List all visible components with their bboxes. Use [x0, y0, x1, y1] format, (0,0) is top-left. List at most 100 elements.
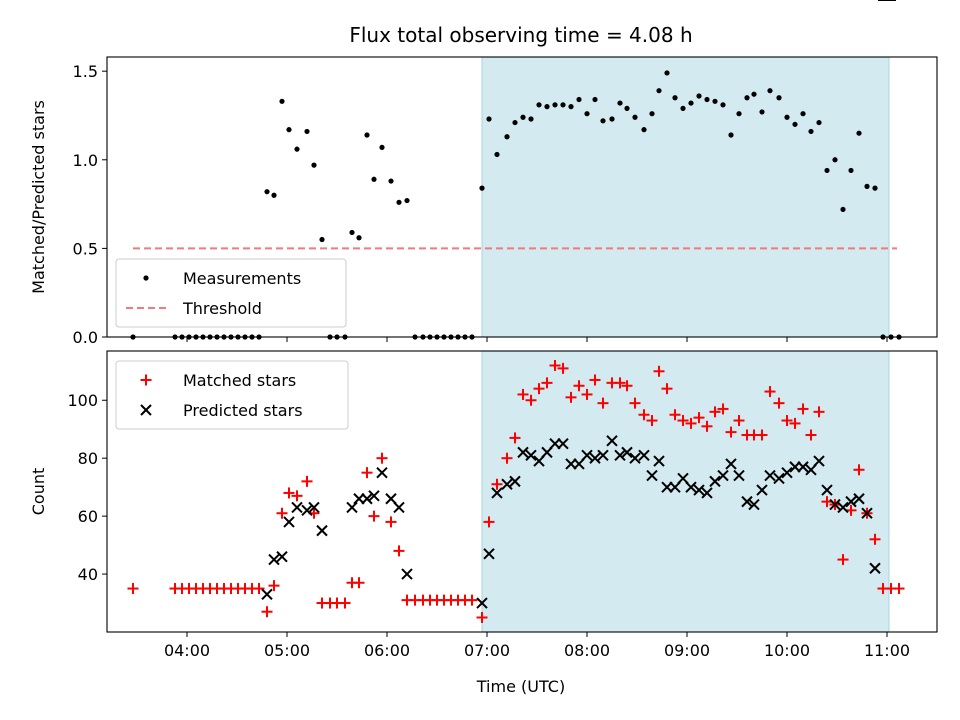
data-point [301, 504, 313, 517]
data-point [396, 199, 402, 205]
data-point [479, 185, 485, 191]
data-point-b [301, 504, 313, 517]
data-point [805, 464, 817, 476]
data-point [646, 415, 658, 427]
data-point [376, 466, 388, 479]
data-point-b [646, 469, 658, 482]
data-point-b [773, 472, 785, 485]
data-point [853, 493, 865, 505]
data-point [483, 516, 495, 528]
data-point [861, 507, 873, 519]
data-point [733, 469, 745, 482]
legend-label: Measurements [183, 269, 301, 288]
data-point [368, 490, 380, 502]
data-point [597, 397, 609, 409]
data-point [368, 510, 380, 522]
data-point-b [283, 516, 295, 528]
data-point-b [653, 455, 665, 467]
data-point-b [748, 498, 760, 511]
data-point [476, 612, 488, 624]
data-point [393, 545, 405, 557]
plot-frame [106, 350, 938, 633]
data-point-b [845, 495, 857, 508]
data-point-b [709, 475, 721, 488]
data-point [404, 197, 410, 204]
data-point [848, 167, 854, 174]
data-point [813, 455, 825, 467]
data-point [669, 481, 681, 493]
data-point [264, 189, 270, 195]
data-point [385, 493, 397, 505]
data-point [638, 449, 650, 461]
data-point [565, 391, 577, 403]
data-point [709, 406, 721, 418]
data-point [759, 109, 765, 115]
data-point [261, 606, 273, 618]
data-point [764, 386, 776, 398]
data-point [581, 449, 593, 461]
data-point-b [533, 455, 545, 467]
data-point [824, 167, 830, 174]
data-point [893, 583, 905, 595]
data-point [597, 449, 609, 461]
data-point [717, 403, 729, 415]
data-point [552, 102, 558, 108]
data-point [701, 420, 713, 432]
data-point [349, 229, 355, 236]
data-point [376, 452, 388, 464]
data-point [669, 409, 681, 421]
data-point [781, 415, 793, 427]
data-point-b [491, 487, 503, 499]
data-point [393, 501, 405, 514]
legend-swatch [140, 374, 152, 386]
data-point [271, 192, 277, 198]
data-point [751, 91, 757, 97]
data-point-b [509, 475, 521, 488]
data-point [528, 116, 534, 122]
data-point [840, 206, 846, 213]
data-point [294, 146, 300, 152]
data-point [533, 455, 545, 467]
x-tick-label: 08:00 [564, 641, 610, 660]
data-point [784, 114, 790, 120]
data-point [773, 472, 785, 485]
data-point-b [401, 568, 413, 580]
data-point-b [733, 469, 745, 482]
data-point [800, 111, 806, 117]
x-tick-label: 11:00 [864, 641, 910, 660]
data-point-b [756, 484, 768, 496]
data-point-b [368, 490, 380, 502]
data-point [589, 374, 601, 386]
data-point-b [717, 469, 729, 482]
data-point [361, 467, 373, 479]
data-point [573, 380, 585, 392]
data-point [869, 562, 881, 574]
data-point [621, 380, 633, 392]
data-point [600, 118, 606, 124]
data-point [536, 102, 542, 108]
data-point-b [764, 469, 776, 482]
data-point [517, 388, 529, 400]
y-tick-label: 0.0 [73, 328, 98, 347]
data-point [677, 415, 689, 427]
data-point [649, 111, 655, 117]
data-point [525, 449, 537, 461]
data-point [624, 105, 630, 111]
legend-label: Predicted stars [183, 401, 303, 420]
data-point [712, 98, 718, 104]
count-panel: 04:00 05:00 06:00 07:00 08:00 09:00 10:00 11:00… [29, 0, 938, 660]
data-point [361, 493, 373, 505]
data-point-b [638, 449, 650, 461]
data-point [693, 484, 705, 496]
data-point [696, 93, 702, 99]
data-point [268, 580, 280, 592]
y-tick-label: 0.5 [73, 239, 98, 258]
data-point [773, 397, 785, 409]
data-point [797, 403, 809, 415]
y-axis-title: Matched/Predicted stars [29, 100, 48, 294]
data-point [767, 88, 773, 94]
y-tick-label: 80 [78, 449, 98, 468]
data-point [728, 132, 734, 138]
data-point-b [853, 493, 865, 505]
